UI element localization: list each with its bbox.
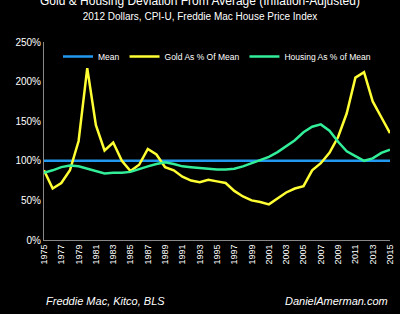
svg-text:0%: 0% — [27, 235, 42, 246]
svg-text:250%: 250% — [15, 37, 41, 48]
svg-text:1975: 1975 — [39, 245, 49, 265]
svg-text:150%: 150% — [15, 116, 41, 127]
svg-text:1981: 1981 — [91, 245, 101, 265]
svg-text:Gold & Housing Deviation From: Gold & Housing Deviation From Average (I… — [40, 0, 360, 22]
svg-text:2013: 2013 — [368, 245, 378, 265]
svg-text:Mean: Mean — [98, 52, 120, 62]
svg-text:1983: 1983 — [108, 245, 118, 265]
svg-text:Freddie Mac, Kitco, BLS: Freddie Mac, Kitco, BLS — [46, 295, 165, 307]
svg-text:1979: 1979 — [74, 245, 84, 265]
svg-text:2003: 2003 — [281, 245, 291, 265]
svg-text:1999: 1999 — [247, 245, 257, 265]
svg-text:2007: 2007 — [316, 245, 326, 265]
svg-text:1977: 1977 — [56, 245, 66, 265]
svg-text:Housing As % of Mean: Housing As % of Mean — [284, 52, 370, 62]
svg-text:1995: 1995 — [212, 245, 222, 265]
svg-text:1991: 1991 — [177, 245, 187, 265]
svg-text:1993: 1993 — [195, 245, 205, 265]
svg-text:100%: 100% — [15, 155, 41, 166]
svg-text:Gold As % Of Mean: Gold As % Of Mean — [165, 52, 240, 62]
svg-text:1987: 1987 — [143, 245, 153, 265]
svg-text:1985: 1985 — [125, 245, 135, 265]
svg-text:1997: 1997 — [229, 245, 239, 265]
svg-text:200%: 200% — [15, 76, 41, 87]
svg-text:2009: 2009 — [333, 245, 343, 265]
svg-text:2005: 2005 — [298, 245, 308, 265]
svg-text:2011: 2011 — [350, 245, 360, 264]
svg-text:2001: 2001 — [264, 245, 274, 265]
svg-text:1989: 1989 — [160, 245, 170, 265]
svg-text:50%: 50% — [21, 195, 41, 206]
svg-text:2015: 2015 — [385, 245, 395, 265]
svg-text:DanielAmerman.com: DanielAmerman.com — [285, 295, 388, 307]
